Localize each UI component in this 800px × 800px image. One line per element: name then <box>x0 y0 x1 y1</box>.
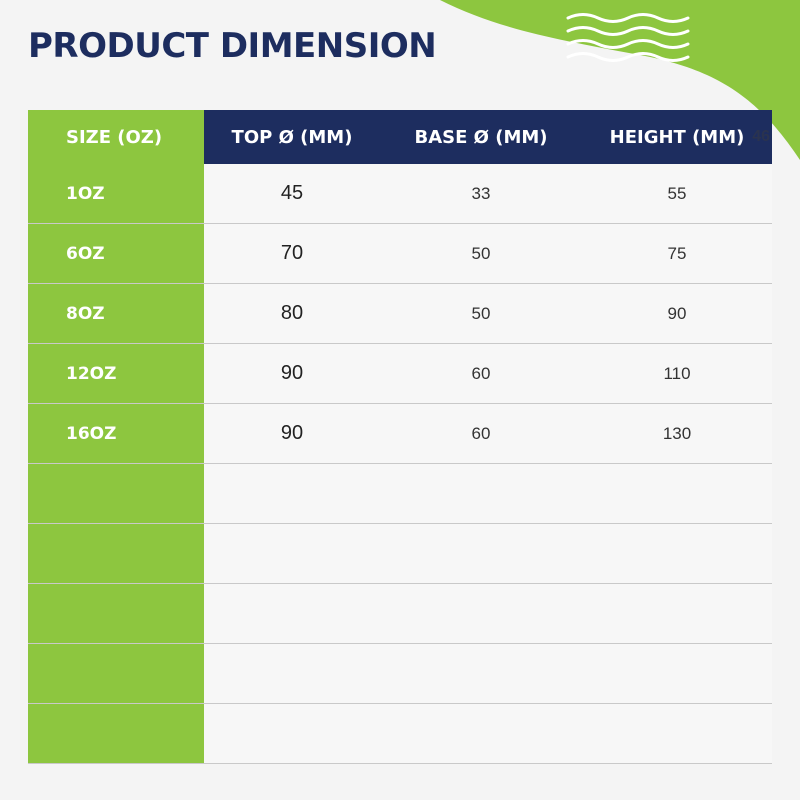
cell-height: 110 <box>582 344 772 403</box>
cell-base: 33 <box>380 164 582 223</box>
header-base-diameter: BASE Ø (MM) <box>380 110 582 164</box>
cell-base <box>380 704 582 763</box>
table-row <box>28 524 772 584</box>
table-row: 6OZ 70 50 75 <box>28 224 772 284</box>
table-header-row: SIZE (OZ) TOP Ø (MM) BASE Ø (MM) HEIGHT … <box>28 110 772 164</box>
table-row <box>28 644 772 704</box>
cell-size <box>28 524 204 583</box>
cell-height: 90 <box>582 284 772 343</box>
header-top-diameter: TOP Ø (MM) <box>204 110 380 164</box>
cell-top: 80 <box>204 284 380 343</box>
cell-top <box>204 584 380 643</box>
header-height-label: HEIGHT (MM) <box>609 126 745 148</box>
cell-height <box>582 704 772 763</box>
table-row <box>28 464 772 524</box>
cell-base: 50 <box>380 284 582 343</box>
cell-size: 6OZ <box>28 224 204 283</box>
cell-size <box>28 644 204 703</box>
cell-height: 75 <box>582 224 772 283</box>
table-row: 12OZ 90 60 110 <box>28 344 772 404</box>
wave-icon <box>566 13 690 62</box>
cell-base: 50 <box>380 224 582 283</box>
cell-base <box>380 644 582 703</box>
cell-top <box>204 524 380 583</box>
table-row <box>28 704 772 764</box>
dimension-table: SIZE (OZ) TOP Ø (MM) BASE Ø (MM) HEIGHT … <box>28 110 772 764</box>
header-height-overlay: 46 <box>752 128 770 145</box>
cell-base: 60 <box>380 404 582 463</box>
cell-size: 12OZ <box>28 344 204 403</box>
cell-height: 130 <box>582 404 772 463</box>
cell-base: 60 <box>380 344 582 403</box>
cell-top <box>204 464 380 523</box>
table-row: 1OZ 45 33 55 <box>28 164 772 224</box>
cell-size <box>28 464 204 523</box>
cell-height <box>582 644 772 703</box>
header-height: HEIGHT (MM) 46 <box>582 110 772 164</box>
table-row <box>28 584 772 644</box>
cell-size: 16OZ <box>28 404 204 463</box>
table-row: 16OZ 90 60 130 <box>28 404 772 464</box>
cell-height: 55 <box>582 164 772 223</box>
cell-top: 70 <box>204 224 380 283</box>
table-row: 8OZ 80 50 90 <box>28 284 772 344</box>
cell-size <box>28 704 204 763</box>
cell-size <box>28 584 204 643</box>
cell-base <box>380 464 582 523</box>
cell-height <box>582 524 772 583</box>
cell-size: 1OZ <box>28 164 204 223</box>
cell-size: 8OZ <box>28 284 204 343</box>
cell-base <box>380 584 582 643</box>
cell-top: 90 <box>204 404 380 463</box>
cell-top <box>204 644 380 703</box>
header-size: SIZE (OZ) <box>28 110 204 164</box>
cell-height <box>582 584 772 643</box>
cell-top: 45 <box>204 164 380 223</box>
page-title: PRODUCT DIMENSION <box>28 26 437 66</box>
cell-top <box>204 704 380 763</box>
cell-height <box>582 464 772 523</box>
cell-base <box>380 524 582 583</box>
cell-top: 90 <box>204 344 380 403</box>
